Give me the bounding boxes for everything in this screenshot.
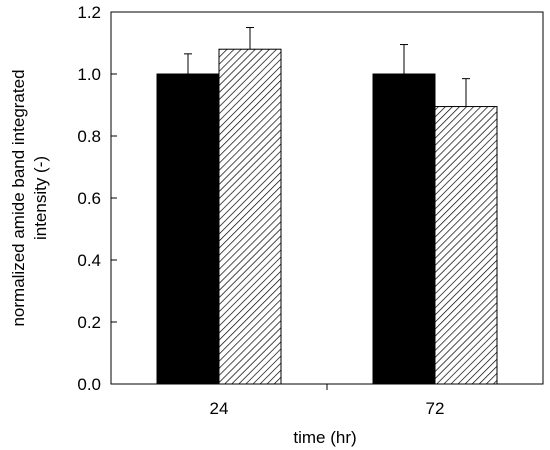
y-ticks-layer: 0.0 0.2 0.4 0.6 0.8 1.0 1.2 [77,3,117,394]
bar-hatched [218,48,282,385]
y-tick-label: 1.0 [77,65,101,84]
plot-frame [110,11,544,385]
y-axis-title-line-2: intensity (-) [31,156,50,240]
bar-solid [372,73,436,385]
y-tick-label: 0.2 [77,313,101,332]
y-axis-title: normalized amide band integrated intensi… [9,69,50,326]
x-axis-title: time (hr) [293,428,356,447]
x-tick-label: 72 [426,399,445,418]
y-tick-label: 1.2 [77,3,101,22]
y-tick-label: 0.8 [77,127,101,146]
y-tick-label: 0.0 [77,375,101,394]
y-tick-label: 0.6 [77,189,101,208]
x-ticks-layer: 24 72 [210,384,445,418]
bar-solid [156,73,220,385]
y-axis-title-line-1: normalized amide band integrated [9,69,28,326]
y-tick-label: 0.4 [77,251,101,270]
bar-hatched [434,106,498,385]
bars-layer [156,48,498,385]
error-bars-layer [184,27,470,107]
x-tick-label: 24 [210,399,229,418]
